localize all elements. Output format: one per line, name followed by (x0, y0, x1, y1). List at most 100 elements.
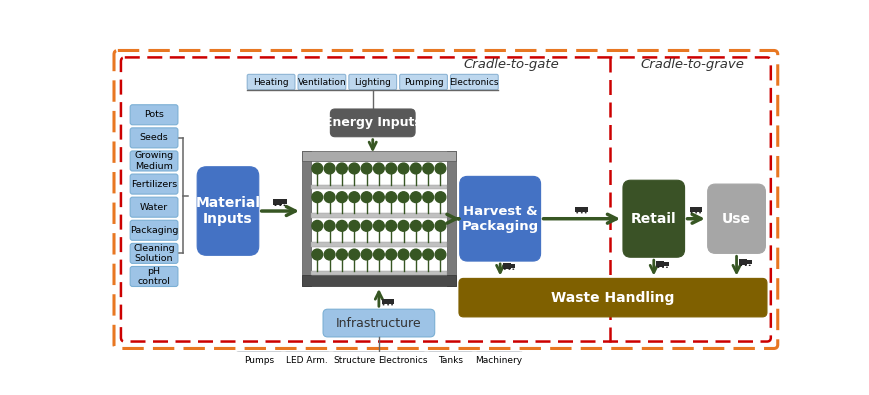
FancyBboxPatch shape (622, 180, 684, 257)
Ellipse shape (584, 212, 586, 213)
Text: Retail: Retail (630, 212, 676, 226)
Circle shape (324, 220, 335, 231)
Bar (273, 199, 282, 205)
Ellipse shape (661, 267, 663, 268)
Circle shape (348, 192, 359, 203)
Bar (689, 207, 697, 212)
Bar (656, 261, 664, 267)
FancyBboxPatch shape (130, 243, 177, 263)
FancyBboxPatch shape (399, 74, 447, 90)
Text: Machinery: Machinery (474, 356, 521, 365)
Circle shape (422, 220, 433, 231)
Circle shape (312, 220, 322, 231)
Text: Packaging: Packaging (129, 226, 178, 235)
Bar (389, 299, 394, 304)
Bar (311, 271, 446, 275)
Text: Water: Water (140, 203, 168, 212)
Circle shape (398, 192, 408, 203)
Bar (502, 263, 510, 269)
Text: Ventilation: Ventilation (297, 77, 346, 87)
FancyBboxPatch shape (285, 352, 329, 368)
Circle shape (410, 220, 421, 231)
Circle shape (398, 220, 408, 231)
Circle shape (434, 192, 446, 203)
Ellipse shape (694, 212, 696, 213)
Text: Energy Inputs: Energy Inputs (323, 117, 421, 129)
Bar (746, 260, 751, 264)
Circle shape (373, 249, 384, 260)
Ellipse shape (690, 212, 692, 213)
Circle shape (410, 249, 421, 260)
FancyBboxPatch shape (459, 278, 766, 317)
Circle shape (312, 192, 322, 203)
Circle shape (434, 163, 446, 174)
Bar (311, 242, 446, 246)
Text: Pumps: Pumps (244, 356, 275, 365)
Circle shape (361, 192, 372, 203)
Bar (697, 207, 701, 212)
Ellipse shape (748, 265, 750, 266)
Ellipse shape (512, 269, 514, 270)
Circle shape (398, 249, 408, 260)
Circle shape (373, 163, 384, 174)
Text: Use: Use (721, 212, 750, 226)
Circle shape (373, 220, 384, 231)
Circle shape (361, 249, 372, 260)
FancyBboxPatch shape (237, 352, 282, 368)
Ellipse shape (391, 304, 393, 305)
Bar (582, 207, 587, 212)
FancyBboxPatch shape (332, 352, 377, 368)
Circle shape (385, 192, 396, 203)
Circle shape (373, 192, 384, 203)
Ellipse shape (387, 304, 388, 305)
Circle shape (336, 249, 347, 260)
Text: Material
Inputs: Material Inputs (196, 196, 260, 226)
Ellipse shape (382, 304, 384, 305)
FancyBboxPatch shape (130, 174, 177, 194)
Bar (446, 151, 455, 286)
Text: Pots: Pots (144, 110, 163, 119)
Circle shape (410, 192, 421, 203)
FancyBboxPatch shape (380, 352, 425, 368)
Text: Lighting: Lighting (354, 77, 391, 87)
Circle shape (434, 249, 446, 260)
Ellipse shape (503, 269, 505, 270)
Text: Cleaning
Solution: Cleaning Solution (133, 244, 175, 263)
Text: Tanks: Tanks (437, 356, 462, 365)
Text: Electronics: Electronics (449, 77, 499, 87)
FancyBboxPatch shape (130, 267, 177, 286)
Bar (510, 263, 514, 268)
Text: Heating: Heating (253, 77, 289, 87)
Bar (311, 184, 446, 189)
FancyBboxPatch shape (247, 74, 295, 90)
Ellipse shape (507, 269, 510, 270)
Circle shape (361, 163, 372, 174)
Circle shape (385, 249, 396, 260)
Text: Infrastructure: Infrastructure (335, 316, 421, 329)
Bar (739, 260, 746, 265)
Circle shape (422, 163, 433, 174)
Circle shape (336, 220, 347, 231)
Circle shape (385, 163, 396, 174)
Circle shape (312, 163, 322, 174)
Circle shape (336, 192, 347, 203)
Ellipse shape (740, 265, 741, 266)
Text: Pumping: Pumping (403, 77, 443, 87)
FancyBboxPatch shape (130, 220, 177, 240)
Circle shape (324, 249, 335, 260)
Ellipse shape (699, 212, 700, 213)
FancyBboxPatch shape (428, 352, 472, 368)
Circle shape (422, 249, 433, 260)
Text: LED Arm.: LED Arm. (286, 356, 328, 365)
FancyBboxPatch shape (130, 128, 177, 148)
FancyBboxPatch shape (330, 109, 415, 137)
FancyBboxPatch shape (130, 151, 177, 171)
Bar (574, 207, 582, 212)
Text: pH
control: pH control (137, 267, 170, 286)
Bar (302, 151, 455, 161)
Bar (302, 275, 455, 286)
FancyBboxPatch shape (322, 309, 434, 337)
Text: Seeds: Seeds (140, 134, 169, 142)
FancyBboxPatch shape (459, 177, 540, 261)
Circle shape (348, 163, 359, 174)
